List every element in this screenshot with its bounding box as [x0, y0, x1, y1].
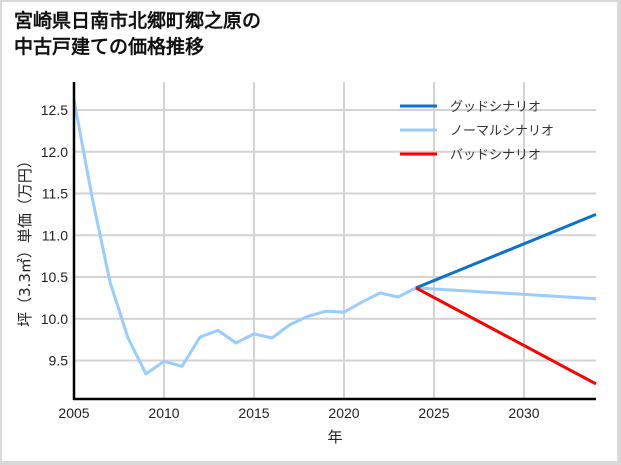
y-tick-label: 9.5	[49, 353, 69, 369]
legend-label: バッドシナリオ	[450, 148, 541, 163]
data-lines	[72, 99, 597, 386]
x-tick-label: 2020	[328, 405, 359, 421]
y-tick-labels: 9.5 10.0 10.5 11.0 11.5 12.0 12.5	[41, 102, 68, 369]
y-tick-label: 11.5	[42, 186, 68, 202]
y-tick-label: 12.5	[41, 102, 68, 118]
y-tick-label: 11.0	[42, 227, 68, 243]
series-line	[415, 286, 597, 386]
y-axis-label: 坪（3.3㎡）単価（万円）	[16, 153, 34, 327]
x-tick-label: 2015	[238, 405, 269, 421]
x-tick-label: 2025	[418, 405, 449, 421]
series-line	[415, 213, 597, 290]
y-tick-label: 10.5	[41, 269, 68, 285]
x-tick-label: 2005	[58, 405, 89, 421]
axes	[72, 82, 596, 401]
x-tick-labels: 2005 2010 2015 2020 2025 2030	[58, 405, 539, 421]
chart-frame	[2, 2, 617, 461]
chart-title: 宮崎県日南市北郷町郷之原の 中古戸建ての価格推移	[14, 8, 261, 60]
y-tick-label: 12.0	[41, 144, 68, 160]
y-tick-label: 10.0	[41, 311, 68, 327]
chart-title-line2: 中古戸建ての価格推移	[14, 36, 205, 58]
legend-label: ノーマルシナリオ	[450, 124, 554, 139]
x-axis-label: 年	[327, 428, 342, 446]
legend-label: グッドシナリオ	[450, 100, 541, 115]
x-tick-label: 2010	[148, 405, 179, 421]
x-tick-label: 2030	[508, 405, 539, 421]
chart-title-line1: 宮崎県日南市北郷町郷之原の	[14, 10, 262, 32]
series-line	[72, 99, 597, 376]
